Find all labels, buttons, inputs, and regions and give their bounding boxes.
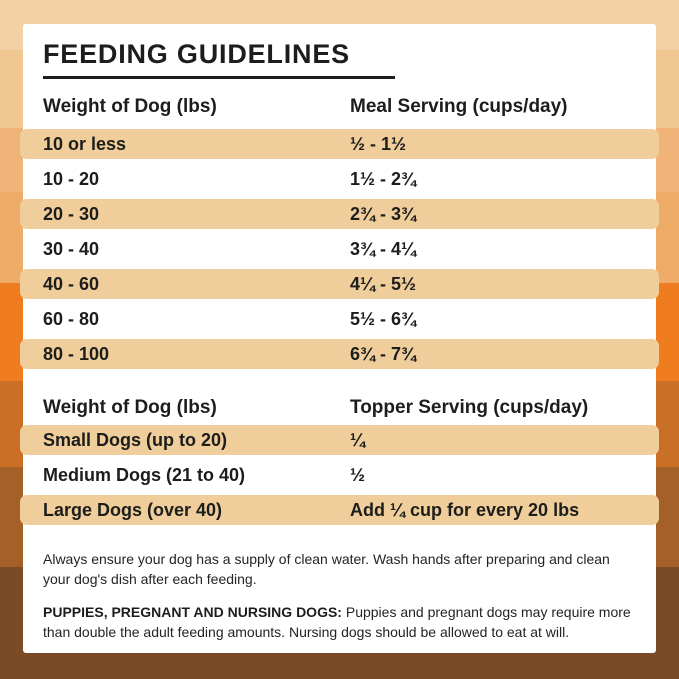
weight-cell: 80 - 100 [43, 343, 110, 364]
meal-table-row: 80 - 100 6¾ - 7¾ [20, 339, 659, 370]
topper-col-serving-header: Topper Serving (cups/day) [350, 397, 589, 419]
topper-table-header: Weight of Dog (lbs) Topper Serving (cups… [43, 396, 636, 420]
weight-cell: Large Dogs (over 40) [43, 499, 223, 520]
serving-cell: ½ - 1½ [350, 133, 407, 154]
footnotes: Always ensure your dog has a supply of c… [43, 549, 636, 642]
meal-table-row: 60 - 80 5½ - 6¾ [20, 304, 659, 334]
serving-cell: ¼ [350, 429, 366, 450]
serving-cell: 1½ - 2¾ [350, 168, 417, 189]
meal-table-header: Weight of Dog (lbs) Meal Serving (cups/d… [43, 95, 636, 119]
meal-table: 10 or less ½ - 1½ 10 - 20 1½ - 2¾ 20 - 3… [20, 129, 659, 370]
meal-table-row: 30 - 40 3¾ - 4¼ [20, 234, 659, 264]
weight-cell: 20 - 30 [43, 203, 100, 224]
title-underline [43, 76, 395, 80]
topper-table: Small Dogs (up to 20) ¼ Medium Dogs (21 … [20, 425, 659, 526]
weight-cell: 60 - 80 [43, 308, 100, 329]
clean-water-note: Always ensure your dog has a supply of c… [43, 551, 610, 588]
topper-table-row: Medium Dogs (21 to 40) ½ [20, 460, 659, 490]
meal-col-weight-header: Weight of Dog (lbs) [43, 96, 217, 118]
serving-cell: ½ [350, 464, 366, 485]
page-title: FEEDING GUIDELINES [43, 39, 350, 69]
meal-table-row: 40 - 60 4¼ - 5½ [20, 269, 659, 300]
weight-cell: Small Dogs (up to 20) [43, 429, 228, 450]
serving-cell: 3¾ - 4¼ [350, 238, 417, 259]
topper-col-weight-header: Weight of Dog (lbs) [43, 397, 217, 419]
feeding-guidelines-card: FEEDING GUIDELINES Weight of Dog (lbs) M… [20, 24, 659, 653]
meal-col-serving-header: Meal Serving (cups/day) [350, 96, 568, 118]
weight-cell: Medium Dogs (21 to 40) [43, 464, 246, 485]
weight-cell: 30 - 40 [43, 238, 100, 259]
meal-table-row: 10 or less ½ - 1½ [20, 129, 659, 160]
topper-table-row: Large Dogs (over 40) Add ¼ cup for every… [20, 495, 659, 526]
serving-cell: 2¾ - 3¾ [350, 203, 417, 224]
meal-table-row: 20 - 30 2¾ - 3¾ [20, 199, 659, 230]
puppies-note: PUPPIES, PREGNANT AND NURSING DOGS: Pupp… [43, 602, 636, 642]
puppies-note-text: Puppies and pregnant dogs may require mo… [43, 604, 631, 641]
puppies-note-label: PUPPIES, PREGNANT AND NURSING DOGS: [43, 604, 342, 621]
topper-table-row: Small Dogs (up to 20) ¼ [20, 425, 659, 456]
serving-cell: Add ¼ cup for every 20 lbs [350, 499, 580, 520]
weight-cell: 40 - 60 [43, 273, 100, 294]
weight-cell: 10 - 20 [43, 168, 100, 189]
serving-cell: 4¼ - 5½ [350, 273, 417, 294]
weight-cell: 10 or less [43, 133, 127, 154]
meal-table-row: 10 - 20 1½ - 2¾ [20, 164, 659, 194]
serving-cell: 6¾ - 7¾ [350, 343, 417, 364]
serving-cell: 5½ - 6¾ [350, 308, 417, 329]
